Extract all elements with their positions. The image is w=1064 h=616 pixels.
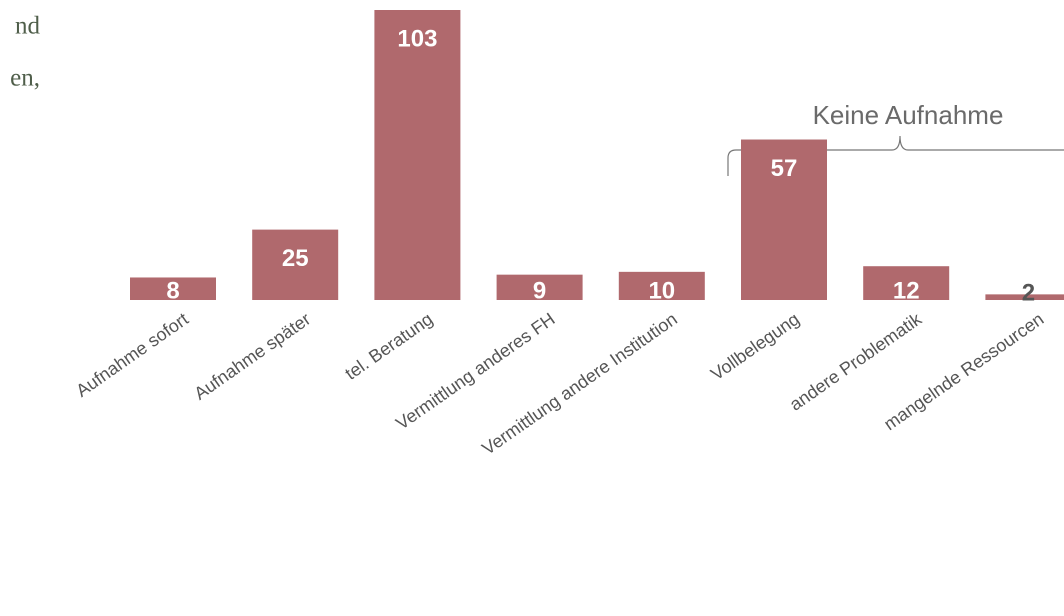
value-label: 12 bbox=[893, 277, 920, 304]
bracket bbox=[727, 135, 1064, 176]
bar bbox=[618, 271, 705, 300]
bar bbox=[741, 139, 827, 300]
value-label: 10 bbox=[648, 277, 675, 304]
value-label: 8 bbox=[166, 277, 179, 304]
value-label: 25 bbox=[282, 245, 309, 272]
x-tick-label: tel. Beratung bbox=[341, 309, 436, 384]
bar bbox=[130, 277, 216, 300]
bar bbox=[374, 10, 461, 300]
x-tick-label: Vermittlung andere Institution bbox=[478, 309, 680, 459]
value-label: 2 bbox=[1022, 279, 1035, 306]
x-tick-label: andere Problematik bbox=[786, 308, 926, 414]
bar bbox=[985, 294, 1064, 300]
x-tick-label: Aufnahme später bbox=[190, 309, 314, 404]
value-label: 57 bbox=[771, 155, 798, 182]
text-fragment: en, bbox=[10, 65, 40, 92]
value-label: 9 bbox=[533, 277, 546, 304]
x-tick-label: Vollbelegung bbox=[707, 309, 803, 385]
bar bbox=[252, 229, 339, 300]
value-label: 103 bbox=[397, 25, 437, 52]
x-tick-label: Aufnahme sofort bbox=[72, 309, 192, 401]
text-fragment: nd bbox=[15, 13, 41, 40]
bar bbox=[496, 274, 583, 300]
annotation: Keine Aufnahme bbox=[813, 100, 1004, 130]
bar bbox=[863, 266, 950, 300]
